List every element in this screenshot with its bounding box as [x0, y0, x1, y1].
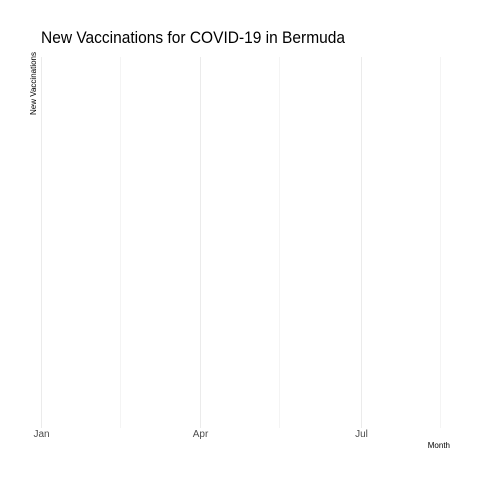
x-tick-label: Jul — [355, 429, 368, 440]
x-tick-label: Jan — [33, 429, 49, 440]
x-axis-title: Month — [428, 441, 450, 450]
x-tick-label: Apr — [193, 429, 209, 440]
chart-title: New Vaccinations for COVID-19 in Bermuda — [41, 28, 345, 47]
y-axis-title: New Vaccinations — [29, 52, 38, 115]
x-tick-labels: Jan Apr Jul — [33, 429, 367, 440]
grid-lines — [41, 57, 441, 428]
